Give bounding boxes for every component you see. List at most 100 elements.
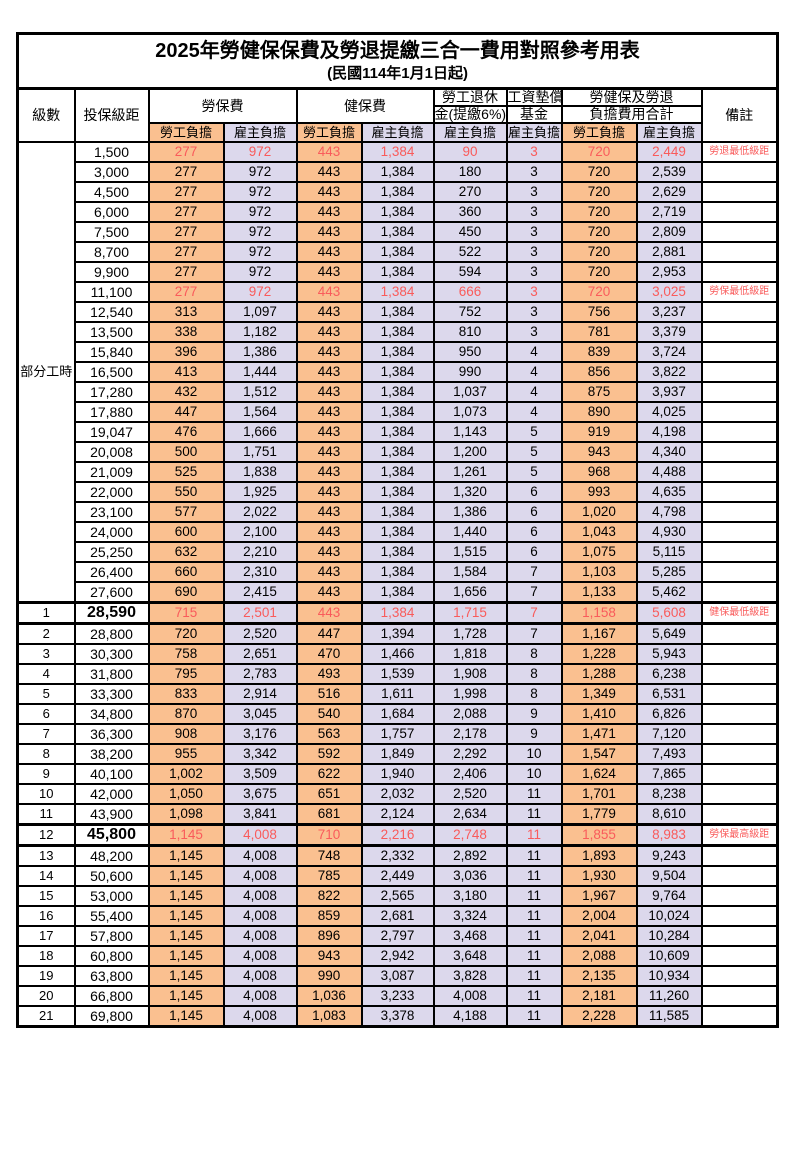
table-row: 21 69,800 1,145 4,008 1,083 3,378 4,188 11 2,228…	[16, 1005, 779, 1028]
pension-employer-cell: 2,178	[432, 723, 508, 745]
health-employer-cell: 1,384	[360, 521, 435, 543]
bracket-cell: 15,840	[73, 341, 150, 363]
labor-employer-cell: 4,008	[222, 885, 298, 907]
level-cell: 19	[16, 965, 76, 987]
total-employee-cell: 1,228	[560, 643, 638, 665]
health-employer-cell: 1,384	[360, 201, 435, 223]
total-employee-cell: 720	[560, 281, 638, 303]
total-employee-cell: 919	[560, 421, 638, 443]
health-employer-cell: 1,394	[360, 622, 435, 645]
bracket-cell: 16,500	[73, 361, 150, 383]
labor-employee-cell: 447	[147, 401, 225, 423]
bracket-cell: 36,300	[73, 723, 150, 745]
health-employee-cell: 443	[295, 261, 363, 283]
total-employer-cell: 11,585	[635, 1005, 703, 1028]
table-row: 8,700 277 972 443 1,384 522 3 720 2,881	[18, 241, 779, 263]
table-row: 24,000 600 2,100 443 1,384 1,440 6 1,043 4,930	[18, 521, 779, 543]
total-employee-cell: 890	[560, 401, 638, 423]
col-header-remark: 備註	[700, 87, 779, 143]
health-employer-cell: 1,384	[360, 441, 435, 463]
total-employee-cell: 1,855	[560, 823, 638, 847]
labor-employer-cell: 972	[222, 161, 298, 183]
health-employee-cell: 443	[295, 461, 363, 483]
labor-employee-cell: 476	[147, 421, 225, 443]
health-employer-cell: 1,384	[360, 341, 435, 363]
table-row: 15 53,000 1,145 4,008 822 2,565 3,180 11 1,967 9,…	[16, 885, 779, 907]
total-employer-cell: 9,764	[635, 885, 703, 907]
labor-employer-cell: 972	[222, 181, 298, 203]
table-row: 4 31,800 795 2,783 493 1,539 1,908 8 1,288 6,238	[16, 663, 779, 685]
total-employee-cell: 1,349	[560, 683, 638, 705]
total-employer-cell: 7,120	[635, 723, 703, 745]
table-row: 14 50,600 1,145 4,008 785 2,449 3,036 11 1,930 9,…	[16, 865, 779, 887]
bracket-cell: 11,100	[73, 281, 150, 303]
health-employee-cell: 710	[295, 823, 363, 847]
labor-employer-cell: 972	[222, 281, 298, 303]
level-cell: 5	[16, 683, 76, 705]
wage-fund-employer-cell: 9	[505, 723, 563, 745]
col-header-health-employer: 雇主負擔	[360, 122, 435, 143]
pension-employer-cell: 990	[432, 361, 508, 383]
total-employee-cell: 720	[560, 181, 638, 203]
bracket-cell: 38,200	[73, 743, 150, 765]
labor-employer-cell: 972	[222, 261, 298, 283]
total-employer-cell: 4,198	[635, 421, 703, 443]
labor-employer-cell: 4,008	[222, 965, 298, 987]
bracket-cell: 1,500	[73, 141, 150, 163]
total-employee-cell: 720	[560, 161, 638, 183]
total-employer-cell: 2,449	[635, 141, 703, 163]
labor-employee-cell: 396	[147, 341, 225, 363]
total-employee-cell: 2,088	[560, 945, 638, 967]
labor-employer-cell: 1,512	[222, 381, 298, 403]
bracket-cell: 34,800	[73, 703, 150, 725]
labor-employee-cell: 1,002	[147, 763, 225, 785]
labor-employer-cell: 4,008	[222, 945, 298, 967]
level-cell: 1	[16, 601, 76, 625]
labor-employee-cell: 277	[147, 201, 225, 223]
labor-employer-cell: 1,097	[222, 301, 298, 323]
col-header-total-employee: 勞工負擔	[560, 122, 638, 143]
labor-employee-cell: 870	[147, 703, 225, 725]
total-employee-cell: 968	[560, 461, 638, 483]
bracket-cell: 17,880	[73, 401, 150, 423]
wage-fund-employer-cell: 11	[505, 823, 563, 847]
pension-employer-cell: 1,908	[432, 663, 508, 685]
pension-employer-cell: 950	[432, 341, 508, 363]
labor-employee-cell: 1,145	[147, 844, 225, 867]
wage-fund-employer-cell: 4	[505, 341, 563, 363]
health-employer-cell: 2,332	[360, 844, 435, 867]
pension-employer-cell: 90	[432, 141, 508, 163]
total-employee-cell: 2,181	[560, 985, 638, 1007]
health-employee-cell: 1,083	[295, 1005, 363, 1028]
total-employee-cell: 720	[560, 261, 638, 283]
bracket-cell: 33,300	[73, 683, 150, 705]
remark-cell	[700, 783, 779, 805]
level-cell: 6	[16, 703, 76, 725]
health-employer-cell: 1,539	[360, 663, 435, 685]
labor-employee-cell: 660	[147, 561, 225, 583]
bracket-cell: 8,700	[73, 241, 150, 263]
health-employee-cell: 443	[295, 161, 363, 183]
remark-cell	[700, 421, 779, 443]
remark-cell	[700, 581, 779, 604]
remark-cell	[700, 221, 779, 243]
level-cell: 13	[16, 844, 76, 867]
wage-fund-employer-cell: 11	[505, 905, 563, 927]
total-employee-cell: 781	[560, 321, 638, 343]
remark-cell	[700, 643, 779, 665]
health-employee-cell: 943	[295, 945, 363, 967]
labor-employee-cell: 313	[147, 301, 225, 323]
level-cell: 20	[16, 985, 76, 1007]
header-row-burden: 勞工負擔 雇主負擔 勞工負擔 雇主負擔 雇主負擔 雇主負擔 勞工負擔 雇主負擔	[18, 122, 778, 143]
bracket-cell: 53,000	[73, 885, 150, 907]
labor-employer-cell: 1,444	[222, 361, 298, 383]
wage-fund-employer-cell: 4	[505, 381, 563, 403]
remark-cell	[700, 261, 779, 283]
table-row: 11,100 277 972 443 1,384 666 3 720 3,025 勞保最低級距	[18, 281, 779, 303]
labor-employer-cell: 3,841	[222, 803, 298, 826]
total-employer-cell: 5,649	[635, 622, 703, 645]
health-employee-cell: 681	[295, 803, 363, 826]
total-employer-cell: 5,943	[635, 643, 703, 665]
labor-employer-cell: 4,008	[222, 865, 298, 887]
remark-cell	[700, 321, 779, 343]
